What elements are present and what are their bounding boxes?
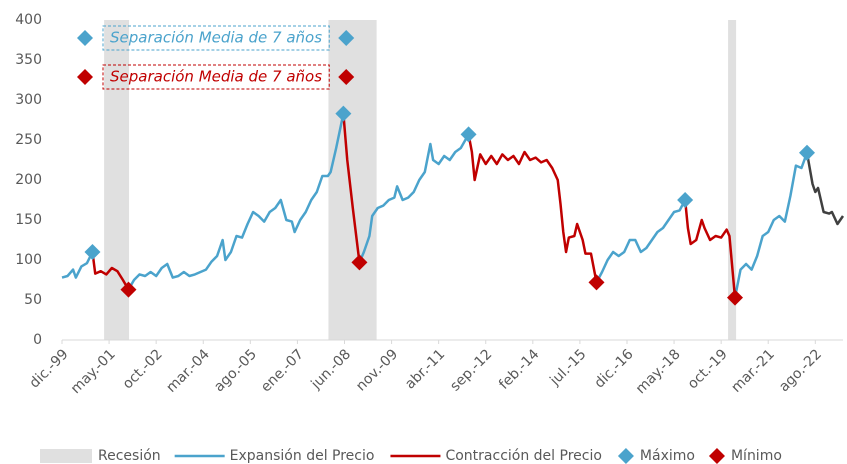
- legend-label: Mínimo: [731, 448, 782, 464]
- marker: [335, 105, 352, 122]
- y-tick-label: 400: [15, 12, 42, 28]
- y-tick-label: 300: [15, 92, 42, 108]
- x-tick-label: ene.-07: [258, 346, 307, 395]
- recession-band: [728, 20, 737, 340]
- marker: [460, 126, 477, 143]
- y-tick-label: 150: [15, 212, 42, 228]
- y-tick-label: 50: [24, 292, 42, 308]
- legend-swatch: [708, 448, 725, 464]
- y-tick-label: 200: [15, 172, 42, 188]
- x-tick-label: oct.-02: [120, 346, 166, 392]
- annotation-marker: [338, 30, 355, 46]
- x-tick-label: jul.-15: [546, 346, 589, 389]
- marker: [588, 274, 605, 291]
- legend-label: Expansión del Precio: [230, 448, 375, 464]
- series-line: [805, 152, 845, 226]
- x-tick-label: dic.-99: [27, 346, 72, 391]
- legend-swatch: [617, 448, 634, 464]
- x-tick-label: abr.-11: [402, 346, 448, 392]
- y-tick-label: 350: [15, 52, 42, 68]
- x-tick-label: mar.-04: [163, 346, 213, 396]
- x-tick-label: oct.-19: [685, 346, 731, 392]
- legend-label: Contracción del Precio: [445, 448, 601, 464]
- x-tick-label: may.-01: [68, 346, 119, 397]
- marker: [120, 281, 137, 298]
- x-tick-label: mar.-21: [728, 346, 778, 396]
- marker: [798, 144, 815, 161]
- x-tick-label: jun.-08: [308, 346, 355, 393]
- x-tick-label: nov.-09: [353, 346, 401, 394]
- marker: [351, 254, 368, 271]
- annotation-marker: [338, 69, 355, 85]
- x-tick-label: dic.-16: [592, 346, 637, 391]
- recession-band: [328, 20, 377, 340]
- y-tick-label: 250: [15, 132, 42, 148]
- legend-label: Máximo: [640, 448, 695, 464]
- annotation-marker: [77, 30, 93, 46]
- marker: [726, 289, 743, 306]
- annotation: Separación Media de 7 años: [110, 68, 322, 86]
- legend-label: Recesión: [98, 448, 161, 464]
- x-tick-label: sep.-12: [447, 346, 495, 394]
- x-tick-label: may.-18: [633, 346, 684, 397]
- marker: [84, 244, 101, 260]
- x-tick-label: ago.-05: [211, 346, 260, 395]
- annotation-marker: [77, 69, 93, 85]
- legend-swatch: [40, 449, 92, 463]
- marker: [677, 192, 694, 208]
- y-tick-label: 0: [33, 332, 42, 348]
- annotation: Separación Media de 7 años: [110, 29, 322, 47]
- y-tick-label: 100: [15, 252, 42, 268]
- x-tick-label: feb.-14: [496, 346, 543, 393]
- series-line: [61, 113, 809, 298]
- series-line: [91, 113, 737, 298]
- x-tick-label: ago.-22: [776, 346, 825, 395]
